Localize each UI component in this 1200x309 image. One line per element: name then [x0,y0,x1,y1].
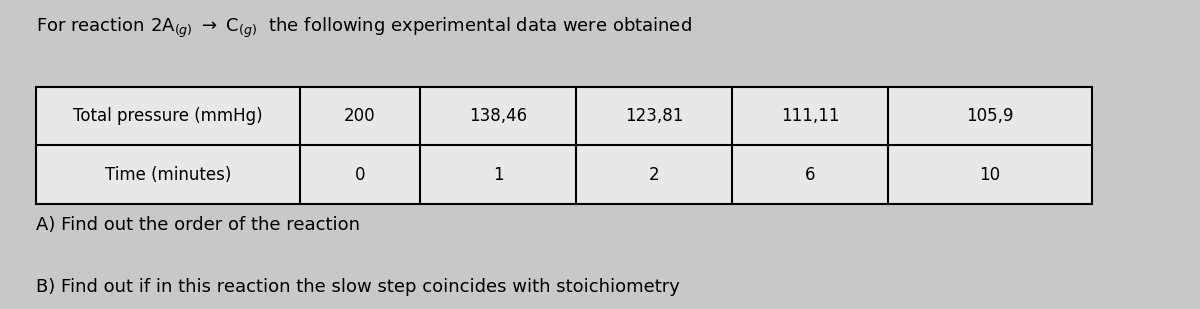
Text: 2: 2 [649,166,659,184]
Text: Time (minutes): Time (minutes) [104,166,232,184]
Text: 123,81: 123,81 [625,107,683,125]
Text: 1: 1 [493,166,503,184]
Text: 111,11: 111,11 [781,107,839,125]
Text: 0: 0 [355,166,365,184]
Text: For reaction 2A$_{(g)}$ $\rightarrow$ C$_{(g)}$  the following experimental data: For reaction 2A$_{(g)}$ $\rightarrow$ C$… [36,15,691,40]
Text: 138,46: 138,46 [469,107,527,125]
Text: 105,9: 105,9 [966,107,1014,125]
Text: 6: 6 [805,166,815,184]
Text: 10: 10 [979,166,1001,184]
Text: 200: 200 [344,107,376,125]
Text: B) Find out if in this reaction the slow step coincides with stoichiometry: B) Find out if in this reaction the slow… [36,278,680,296]
FancyBboxPatch shape [36,87,1092,204]
Text: Total pressure (mmHg): Total pressure (mmHg) [73,107,263,125]
Text: A) Find out the order of the reaction: A) Find out the order of the reaction [36,216,360,234]
